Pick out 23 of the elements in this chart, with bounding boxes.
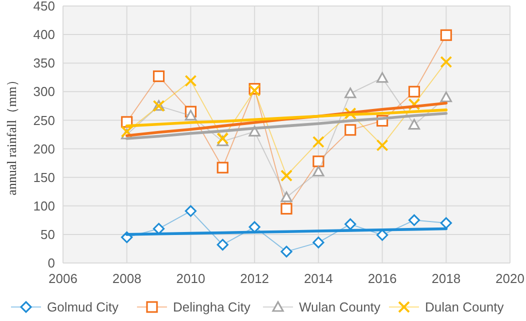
y-tick-label: 300 [33,84,55,100]
y-axis-title: annual rainfall（mm） [4,74,19,196]
y-tick-label: 400 [33,27,55,42]
legend-label: Wulan County [299,300,381,315]
x-tick-label: 2012 [240,271,270,286]
x-tick-label: 2010 [176,271,206,286]
legend-label: Delingha City [173,300,251,315]
y-tick-label: 350 [33,56,55,71]
y-tick-label: 200 [33,141,55,156]
x-tick-label: 2014 [304,271,333,286]
x-tick-label: 2018 [432,271,461,286]
y-tick-label: 100 [33,198,55,214]
y-tick-label: 50 [40,226,55,242]
x-tick-label: 2016 [368,271,397,286]
x-tick-label: 2020 [496,271,524,286]
legend-label: Dulan County [425,300,504,315]
x-tick-label: 2006 [48,271,78,286]
x-tick-label: 2008 [112,271,142,286]
y-tick-label: 250 [33,112,55,128]
y-tick-label: 150 [33,170,55,185]
y-tick-label: 450 [33,0,55,14]
y-tick-label: 0 [48,256,55,271]
legend-label: Golmud City [47,300,120,315]
